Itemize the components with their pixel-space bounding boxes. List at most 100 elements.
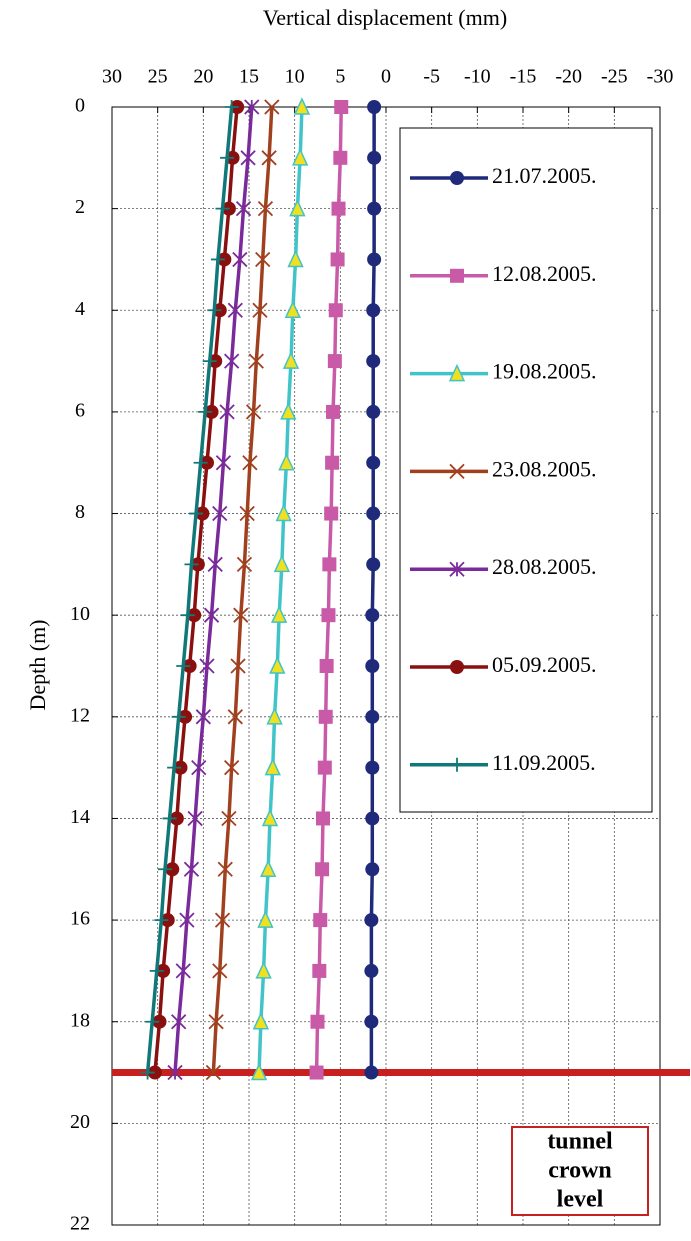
point — [260, 859, 277, 878]
marker-shape — [157, 862, 172, 877]
annotation-text: level — [557, 1187, 604, 1213]
point — [202, 354, 217, 369]
point — [240, 150, 256, 166]
point — [184, 557, 199, 572]
point — [208, 1014, 224, 1030]
point — [198, 404, 213, 419]
point — [327, 354, 342, 369]
point — [450, 268, 464, 283]
marker-shape — [289, 198, 306, 217]
marker-shape — [244, 99, 260, 115]
marker-shape — [199, 658, 215, 674]
point — [367, 100, 382, 114]
y-tick-label: 12 — [70, 704, 90, 726]
marker-shape — [273, 554, 291, 573]
point — [210, 252, 225, 267]
marker-shape — [180, 608, 195, 623]
point — [203, 607, 220, 623]
marker-shape — [261, 808, 279, 827]
marker-shape — [330, 252, 345, 267]
point — [255, 251, 271, 268]
point — [450, 660, 464, 674]
x-tick-label: 5 — [335, 66, 345, 88]
point — [224, 759, 240, 776]
series-line — [145, 106, 234, 1073]
x-tick-label: 25 — [148, 66, 168, 88]
marker-shape — [366, 506, 381, 521]
point — [157, 862, 172, 877]
marker-shape — [210, 252, 225, 267]
marker-shape — [284, 300, 302, 319]
marker-shape — [165, 862, 180, 877]
plot-frame — [111, 106, 661, 1226]
point — [242, 455, 258, 471]
point — [365, 760, 380, 775]
marker-shape — [219, 404, 235, 420]
point — [289, 198, 306, 217]
point — [257, 910, 274, 928]
marker-shape — [245, 404, 262, 420]
legend-label: 28.08.2005. — [492, 554, 597, 579]
point — [450, 757, 464, 772]
y-tick-label: 2 — [75, 196, 85, 218]
point — [180, 608, 195, 623]
annotation-text: tunnel — [547, 1129, 613, 1155]
point — [317, 760, 332, 775]
y-tick-label: 8 — [75, 501, 85, 523]
marker-shape — [367, 252, 382, 267]
point — [322, 557, 337, 572]
marker-shape — [145, 1014, 160, 1029]
point — [220, 150, 235, 165]
point — [244, 99, 260, 115]
marker-shape — [184, 557, 199, 572]
marker-shape — [230, 658, 246, 674]
marker-shape — [322, 557, 337, 572]
marker-shape — [450, 660, 464, 674]
annotation-box — [511, 1126, 649, 1216]
marker-shape — [365, 760, 380, 775]
marker-shape — [224, 353, 240, 369]
point — [212, 505, 228, 522]
point — [176, 659, 191, 673]
point — [183, 861, 200, 877]
marker-shape — [275, 503, 292, 522]
series-line — [211, 106, 274, 1073]
y-tick-label: 16 — [70, 908, 90, 930]
point — [270, 605, 288, 623]
point — [175, 963, 191, 979]
point — [275, 503, 292, 522]
marker-shape — [269, 656, 286, 674]
marker-shape — [227, 709, 243, 725]
marker-shape — [261, 150, 277, 166]
marker-shape — [366, 455, 381, 470]
point — [252, 1011, 270, 1030]
x-tick-label: -25 — [601, 66, 628, 88]
marker-shape — [328, 303, 343, 318]
marker-shape — [202, 354, 217, 369]
y-tick-label: 4 — [75, 298, 85, 320]
point — [315, 811, 330, 826]
marker-shape — [171, 709, 186, 724]
marker-shape — [212, 963, 228, 979]
marker-shape — [195, 709, 211, 725]
marker-shape — [365, 862, 380, 877]
point — [193, 455, 208, 470]
y-tick-label: 0 — [75, 95, 85, 117]
marker-shape — [191, 759, 207, 776]
marker-shape — [214, 912, 231, 928]
point — [217, 861, 233, 877]
marker-shape — [233, 607, 249, 623]
marker-shape — [248, 353, 264, 369]
point — [365, 811, 380, 826]
marker-shape — [207, 556, 223, 573]
marker-shape — [162, 811, 177, 826]
point — [207, 303, 222, 318]
y-tick-label: 20 — [70, 1111, 90, 1133]
point — [318, 709, 333, 724]
marker-shape — [140, 1065, 155, 1080]
marker-shape — [176, 659, 191, 673]
point — [266, 707, 283, 725]
point — [252, 302, 268, 318]
point — [232, 251, 248, 268]
point — [367, 201, 382, 216]
